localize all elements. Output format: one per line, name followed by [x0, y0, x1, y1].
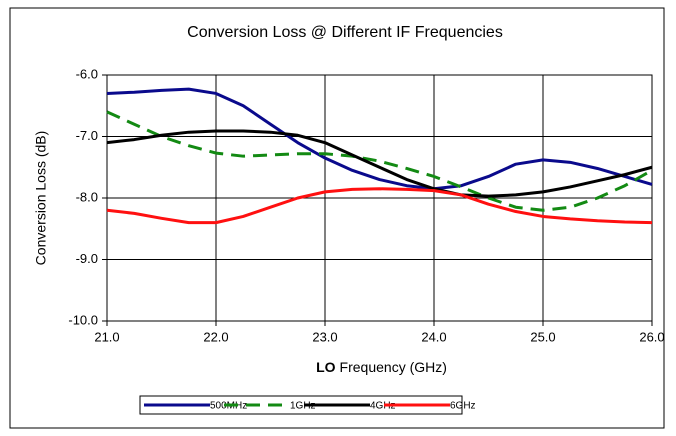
y-tick-label: -10.0: [68, 312, 98, 327]
legend-label: 4GHz: [370, 401, 396, 412]
y-tick-label: -7.0: [76, 128, 98, 143]
legend-label: 6GHz: [450, 401, 476, 412]
x-axis-label-rest: Frequency (GHz): [340, 359, 447, 375]
x-axis-label-bold: LO: [316, 359, 336, 375]
x-tick-label: 24.0: [421, 329, 446, 344]
x-tick-label: 22.0: [203, 329, 228, 344]
y-tick-label: -9.0: [76, 251, 98, 266]
x-tick-label: 21.0: [94, 329, 119, 344]
series-line: [106, 129, 653, 198]
y-tick-label: -8.0: [76, 189, 98, 204]
legend-label: 1GHz: [290, 401, 316, 412]
y-tick-label: -6.0: [76, 66, 98, 81]
series-line: [106, 87, 653, 191]
x-axis-label: LO Frequency (GHz): [316, 359, 447, 375]
plot-border: [106, 74, 653, 322]
series-line: [106, 187, 653, 225]
chart-title: Conversion Loss @ Different IF Frequenci…: [187, 24, 503, 41]
legend: 500MHz1GHz4GHz6GHz: [139, 395, 476, 415]
series-line: [106, 110, 653, 212]
x-tick-label: 25.0: [530, 329, 555, 344]
x-tick-label: 26.0: [639, 329, 664, 344]
y-axis-label: Conversion Loss (dB): [33, 131, 49, 266]
x-tick-label: 23.0: [312, 329, 337, 344]
legend-box: [139, 395, 463, 415]
